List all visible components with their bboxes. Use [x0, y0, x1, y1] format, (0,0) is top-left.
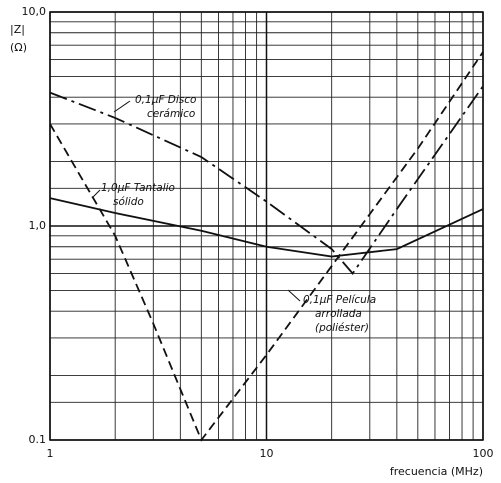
annotation: 1,0µF Tantalio [101, 182, 175, 194]
x-tick-label: 10 [260, 447, 274, 460]
x-axis-label: frecuencia (MHz) [390, 465, 483, 478]
y-tick-label: 10,0 [22, 5, 47, 18]
annotation: 0,1µF Película [303, 294, 376, 306]
leader-line [287, 289, 301, 302]
y-tick-label: 1,0 [29, 219, 47, 232]
annotation: 0,1µF Disco [135, 94, 196, 106]
annotation: sólido [113, 196, 144, 208]
annotation: arrollada [315, 308, 362, 320]
y-axis-label: |Z| [10, 23, 25, 36]
x-tick-label: 100 [473, 447, 494, 460]
series-line [49, 197, 484, 258]
y-tick-label: 0.1 [29, 433, 47, 446]
series-line [49, 51, 484, 442]
y-axis-label: (Ω) [10, 41, 27, 54]
annotation: cerámico [147, 108, 195, 120]
annotation: (poliéster) [315, 322, 369, 334]
x-tick-label: 1 [47, 447, 54, 460]
series-line [49, 85, 484, 275]
leader-line [113, 100, 131, 113]
